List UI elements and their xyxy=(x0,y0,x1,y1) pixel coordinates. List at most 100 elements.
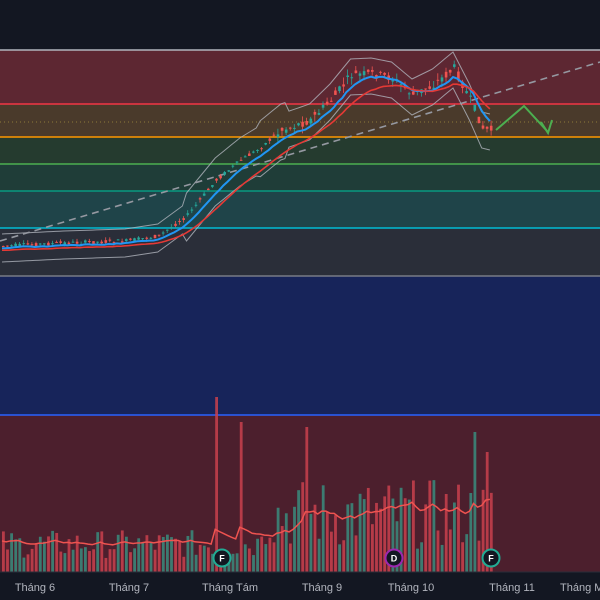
candle-body xyxy=(399,84,403,86)
candle-body xyxy=(366,69,370,72)
candle-body xyxy=(141,238,144,240)
candle-body xyxy=(47,242,50,246)
candle-body xyxy=(444,71,448,78)
candle-body xyxy=(453,64,456,67)
candle-body xyxy=(190,209,194,211)
candle-body xyxy=(379,71,382,73)
volume-bar xyxy=(166,534,169,572)
volume-bar xyxy=(440,544,444,572)
candle-body xyxy=(358,73,362,76)
candle-body xyxy=(112,242,116,244)
candle-body xyxy=(198,198,202,200)
candle-body xyxy=(96,241,99,243)
volume-bar xyxy=(170,537,173,572)
volume-bar xyxy=(371,524,374,572)
candle-body xyxy=(338,86,341,92)
volume-bar xyxy=(432,480,436,572)
x-axis: Tháng 6 Tháng 7 Tháng Tám Tháng 9 Tháng 10 Th… xyxy=(0,571,600,600)
volume-bar xyxy=(133,548,136,572)
volume-bar xyxy=(30,548,34,572)
candle-body xyxy=(174,223,177,226)
volume-bar xyxy=(145,535,149,572)
candle-body xyxy=(293,127,296,129)
candle-body xyxy=(305,120,308,125)
candle-body xyxy=(137,237,140,240)
volume-bar xyxy=(268,537,272,572)
volume-bar xyxy=(272,542,276,572)
fib-band-4 xyxy=(0,191,600,228)
candle-body xyxy=(2,245,5,247)
candle-body xyxy=(71,241,75,243)
candle-body xyxy=(260,148,263,150)
candle-body xyxy=(284,129,288,133)
volume-bar xyxy=(84,547,87,572)
candle-body xyxy=(465,91,468,94)
volume-bar xyxy=(100,531,104,572)
candle-body xyxy=(473,104,477,111)
candle-body xyxy=(170,226,173,228)
x-tick-label: Tháng 11 xyxy=(489,582,535,594)
event-marker xyxy=(212,548,232,568)
volume-bar xyxy=(96,532,100,572)
volume-bar xyxy=(174,538,177,572)
volume-bar xyxy=(453,502,456,572)
volume-bar xyxy=(399,487,403,572)
volume-bar xyxy=(125,536,128,572)
volume-bar xyxy=(436,530,440,572)
volume-bar xyxy=(157,535,161,572)
volume-bar xyxy=(473,432,477,572)
candle-body xyxy=(186,213,190,215)
event-marker-label: F xyxy=(219,554,225,564)
candle-body xyxy=(457,71,460,81)
volume-bar xyxy=(424,504,428,572)
volume-bar xyxy=(26,554,30,572)
candle-body xyxy=(116,239,120,241)
volume-bar xyxy=(18,538,22,572)
candle-body xyxy=(211,185,214,187)
candle-body xyxy=(407,93,411,95)
volume-bar xyxy=(47,536,50,572)
candle-body xyxy=(149,237,153,239)
volume-bar xyxy=(153,549,157,572)
volume-bar xyxy=(116,534,120,572)
volume-bar xyxy=(350,503,354,572)
volume-bar xyxy=(428,480,432,572)
candle-body xyxy=(63,242,67,245)
volume-bar xyxy=(309,513,313,572)
volume-bar xyxy=(75,535,79,572)
volume-bar xyxy=(231,553,235,572)
volume-bar xyxy=(342,540,346,572)
candle-body xyxy=(22,243,26,245)
moving-averages xyxy=(1,75,491,252)
volume-bar xyxy=(55,532,59,572)
forecast-arrow xyxy=(495,104,553,136)
candle-body xyxy=(26,243,30,245)
candle-body xyxy=(424,88,427,90)
volume-bar xyxy=(34,543,38,572)
candle-body xyxy=(43,243,46,245)
volume-bar xyxy=(235,553,239,572)
volume-bar xyxy=(120,530,124,572)
candle-body xyxy=(330,100,333,102)
candle-body xyxy=(243,156,247,158)
candle-body xyxy=(313,111,317,115)
candle-body xyxy=(362,71,366,76)
volume-bar xyxy=(256,538,259,572)
volume-bar xyxy=(469,493,473,572)
candle-body xyxy=(34,243,38,247)
candle-body xyxy=(161,232,165,234)
fibonacci-bands xyxy=(0,49,600,572)
volume-bar xyxy=(412,480,415,572)
x-axis-bg xyxy=(0,572,600,600)
volume-bar xyxy=(211,553,214,572)
candle-body xyxy=(436,79,440,81)
volume-bar xyxy=(190,530,194,572)
candle-body xyxy=(108,239,112,241)
candle-body xyxy=(129,238,132,240)
candle-body xyxy=(166,229,169,231)
fib-band-3 xyxy=(0,164,600,191)
volume-bar xyxy=(387,485,391,572)
bollinger-upper xyxy=(1,51,491,235)
candlesticks xyxy=(2,60,493,249)
